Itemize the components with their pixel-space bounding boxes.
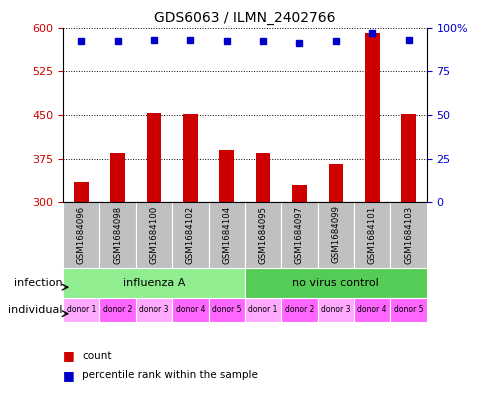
Text: GSM1684101: GSM1684101 [367,206,376,264]
Text: count: count [82,351,112,361]
Bar [328,164,342,202]
Text: donor 4: donor 4 [175,305,205,314]
Text: GSM1684098: GSM1684098 [113,206,122,264]
Bar [364,33,378,202]
Text: GSM1684096: GSM1684096 [76,206,86,264]
Bar [281,298,317,322]
Text: infection: infection [14,278,62,288]
Bar [244,268,426,298]
Text: donor 2: donor 2 [284,305,314,314]
Bar [99,202,136,268]
Bar [353,202,390,268]
Bar [63,298,99,322]
Text: donor 4: donor 4 [357,305,386,314]
Bar [146,113,161,202]
Bar [172,202,208,268]
Text: influenza A: influenza A [122,278,185,288]
Bar [110,153,125,202]
Bar [353,298,390,322]
Text: GSM1684095: GSM1684095 [258,206,267,264]
Bar [390,202,426,268]
Bar [317,298,353,322]
Text: donor 5: donor 5 [212,305,241,314]
Bar [291,185,306,202]
Text: ■: ■ [63,369,75,382]
Text: GSM1684100: GSM1684100 [149,206,158,264]
Bar [182,114,197,202]
Bar [63,202,99,268]
Text: GSM1684103: GSM1684103 [403,206,412,264]
Bar [136,202,172,268]
Bar [63,268,244,298]
Text: donor 1: donor 1 [248,305,277,314]
Text: donor 3: donor 3 [320,305,350,314]
Bar [74,182,89,202]
Bar [281,202,317,268]
Text: donor 2: donor 2 [103,305,132,314]
Title: GDS6063 / ILMN_2402766: GDS6063 / ILMN_2402766 [154,11,335,25]
Text: donor 3: donor 3 [139,305,168,314]
Text: GSM1684097: GSM1684097 [294,206,303,264]
Bar [401,114,415,202]
Bar [208,298,244,322]
Text: individual: individual [8,305,62,315]
Bar [136,298,172,322]
Bar [244,298,281,322]
Bar [317,202,353,268]
Text: percentile rank within the sample: percentile rank within the sample [82,370,258,380]
Text: no virus control: no virus control [292,278,378,288]
Text: donor 5: donor 5 [393,305,423,314]
Text: GSM1684102: GSM1684102 [185,206,195,264]
Text: donor 1: donor 1 [66,305,96,314]
Bar [256,153,270,202]
Bar [244,202,281,268]
Bar [172,298,208,322]
Bar [390,298,426,322]
Bar [208,202,244,268]
Bar [219,150,233,202]
Text: GSM1684104: GSM1684104 [222,206,231,264]
Bar [99,298,136,322]
Text: GSM1684099: GSM1684099 [331,206,340,263]
Text: ■: ■ [63,349,75,362]
